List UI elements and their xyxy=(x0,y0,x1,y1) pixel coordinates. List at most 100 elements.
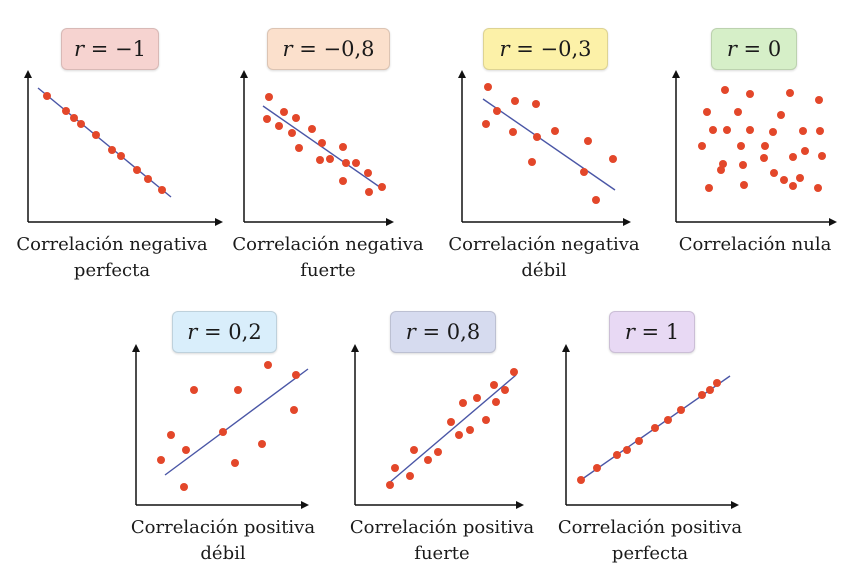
badge-value: = −0,8 xyxy=(299,37,375,61)
data-point xyxy=(482,120,490,128)
caption-line1: Correlación negativa xyxy=(232,234,424,255)
data-point xyxy=(108,146,116,154)
data-point xyxy=(290,406,298,414)
scatter-plot-r-1 xyxy=(562,344,739,509)
data-point xyxy=(635,437,643,445)
badge-value: = 0,8 xyxy=(422,320,481,344)
data-point xyxy=(740,181,748,189)
badge-value: = −0,3 xyxy=(516,37,592,61)
data-point xyxy=(326,155,334,163)
caption-line2: débil xyxy=(521,260,567,281)
data-point xyxy=(609,155,617,163)
badge-value: = −1 xyxy=(90,37,146,61)
data-point xyxy=(493,107,501,115)
y-axis-arrow-icon xyxy=(240,70,248,78)
data-point xyxy=(777,111,785,119)
data-point xyxy=(490,381,498,389)
data-point xyxy=(157,456,165,464)
x-axis-arrow-icon xyxy=(829,218,837,226)
badge-value: = 1 xyxy=(641,320,680,344)
data-point xyxy=(786,89,794,97)
caption-line2: fuerte xyxy=(414,543,470,564)
data-point xyxy=(264,361,272,369)
data-point xyxy=(651,424,659,432)
data-point xyxy=(789,153,797,161)
caption-r-minus-0-8: Correlación negativa fuerte xyxy=(218,232,438,284)
data-point xyxy=(234,386,242,394)
caption-r-0: Correlación nula xyxy=(650,232,860,258)
data-point xyxy=(167,431,175,439)
data-point xyxy=(593,464,601,472)
data-point xyxy=(219,428,227,436)
data-point xyxy=(62,107,70,115)
data-point xyxy=(342,159,350,167)
data-point xyxy=(144,175,152,183)
data-point xyxy=(713,379,721,387)
data-point xyxy=(180,483,188,491)
badge-r-0-8: r = 0,8 xyxy=(390,311,496,353)
data-point xyxy=(92,131,100,139)
x-axis-arrow-icon xyxy=(386,218,394,226)
data-point xyxy=(511,97,519,105)
badge-value: = 0 xyxy=(743,37,782,61)
data-point xyxy=(533,133,541,141)
data-point xyxy=(263,115,271,123)
caption-line2: perfecta xyxy=(611,543,689,564)
data-point xyxy=(482,416,490,424)
y-axis-arrow-icon xyxy=(351,344,359,352)
data-point xyxy=(592,196,600,204)
caption-line1: Correlación positiva xyxy=(557,517,743,538)
data-point xyxy=(466,426,474,434)
data-point xyxy=(705,184,713,192)
data-point xyxy=(739,161,747,169)
data-point xyxy=(133,166,141,174)
badge-r-minus-1: r = −1 xyxy=(61,28,159,70)
caption-line1: Correlación negativa xyxy=(448,234,640,255)
data-point xyxy=(378,183,386,191)
badge-r-minus-0-8: r = −0,8 xyxy=(267,28,390,70)
data-point xyxy=(292,114,300,122)
data-point xyxy=(613,451,621,459)
data-point xyxy=(818,152,826,160)
scatter-plot-r-minus-1 xyxy=(24,70,223,226)
data-point xyxy=(717,166,725,174)
data-point xyxy=(231,459,239,467)
data-point xyxy=(770,169,778,177)
data-point xyxy=(706,386,714,394)
badge-symbol: r xyxy=(74,37,85,61)
data-point xyxy=(580,168,588,176)
caption-r-0-8: Correlación positiva fuerte xyxy=(332,515,552,567)
data-point xyxy=(746,90,754,98)
data-point xyxy=(734,108,742,116)
data-point xyxy=(364,169,372,177)
y-axis-arrow-icon xyxy=(132,344,140,352)
data-point xyxy=(424,456,432,464)
caption-r-0-2: Correlación positiva débil xyxy=(113,515,333,567)
data-point xyxy=(265,93,273,101)
data-point xyxy=(316,156,324,164)
data-point xyxy=(698,391,706,399)
badge-value: = 0,2 xyxy=(204,320,262,344)
data-point xyxy=(584,137,592,145)
data-point xyxy=(473,394,481,402)
data-point xyxy=(721,86,729,94)
trend-line xyxy=(262,105,385,191)
data-point xyxy=(318,139,326,147)
trend-line xyxy=(164,368,309,476)
caption-r-minus-1: Correlación negativa perfecta xyxy=(2,232,222,284)
badge-symbol: r xyxy=(726,37,737,61)
badge-r-1: r = 1 xyxy=(609,311,695,353)
scatter-plot-r-0 xyxy=(672,70,837,226)
data-point xyxy=(43,92,51,100)
badge-r-0-2: r = 0,2 xyxy=(172,311,277,353)
data-point xyxy=(769,128,777,136)
scatter-plot-r-0-8 xyxy=(351,344,524,509)
data-point xyxy=(780,176,788,184)
data-point xyxy=(386,481,394,489)
badge-symbol: r xyxy=(405,320,416,344)
data-point xyxy=(410,446,418,454)
data-point xyxy=(275,122,283,130)
data-point xyxy=(190,386,198,394)
data-point xyxy=(814,184,822,192)
